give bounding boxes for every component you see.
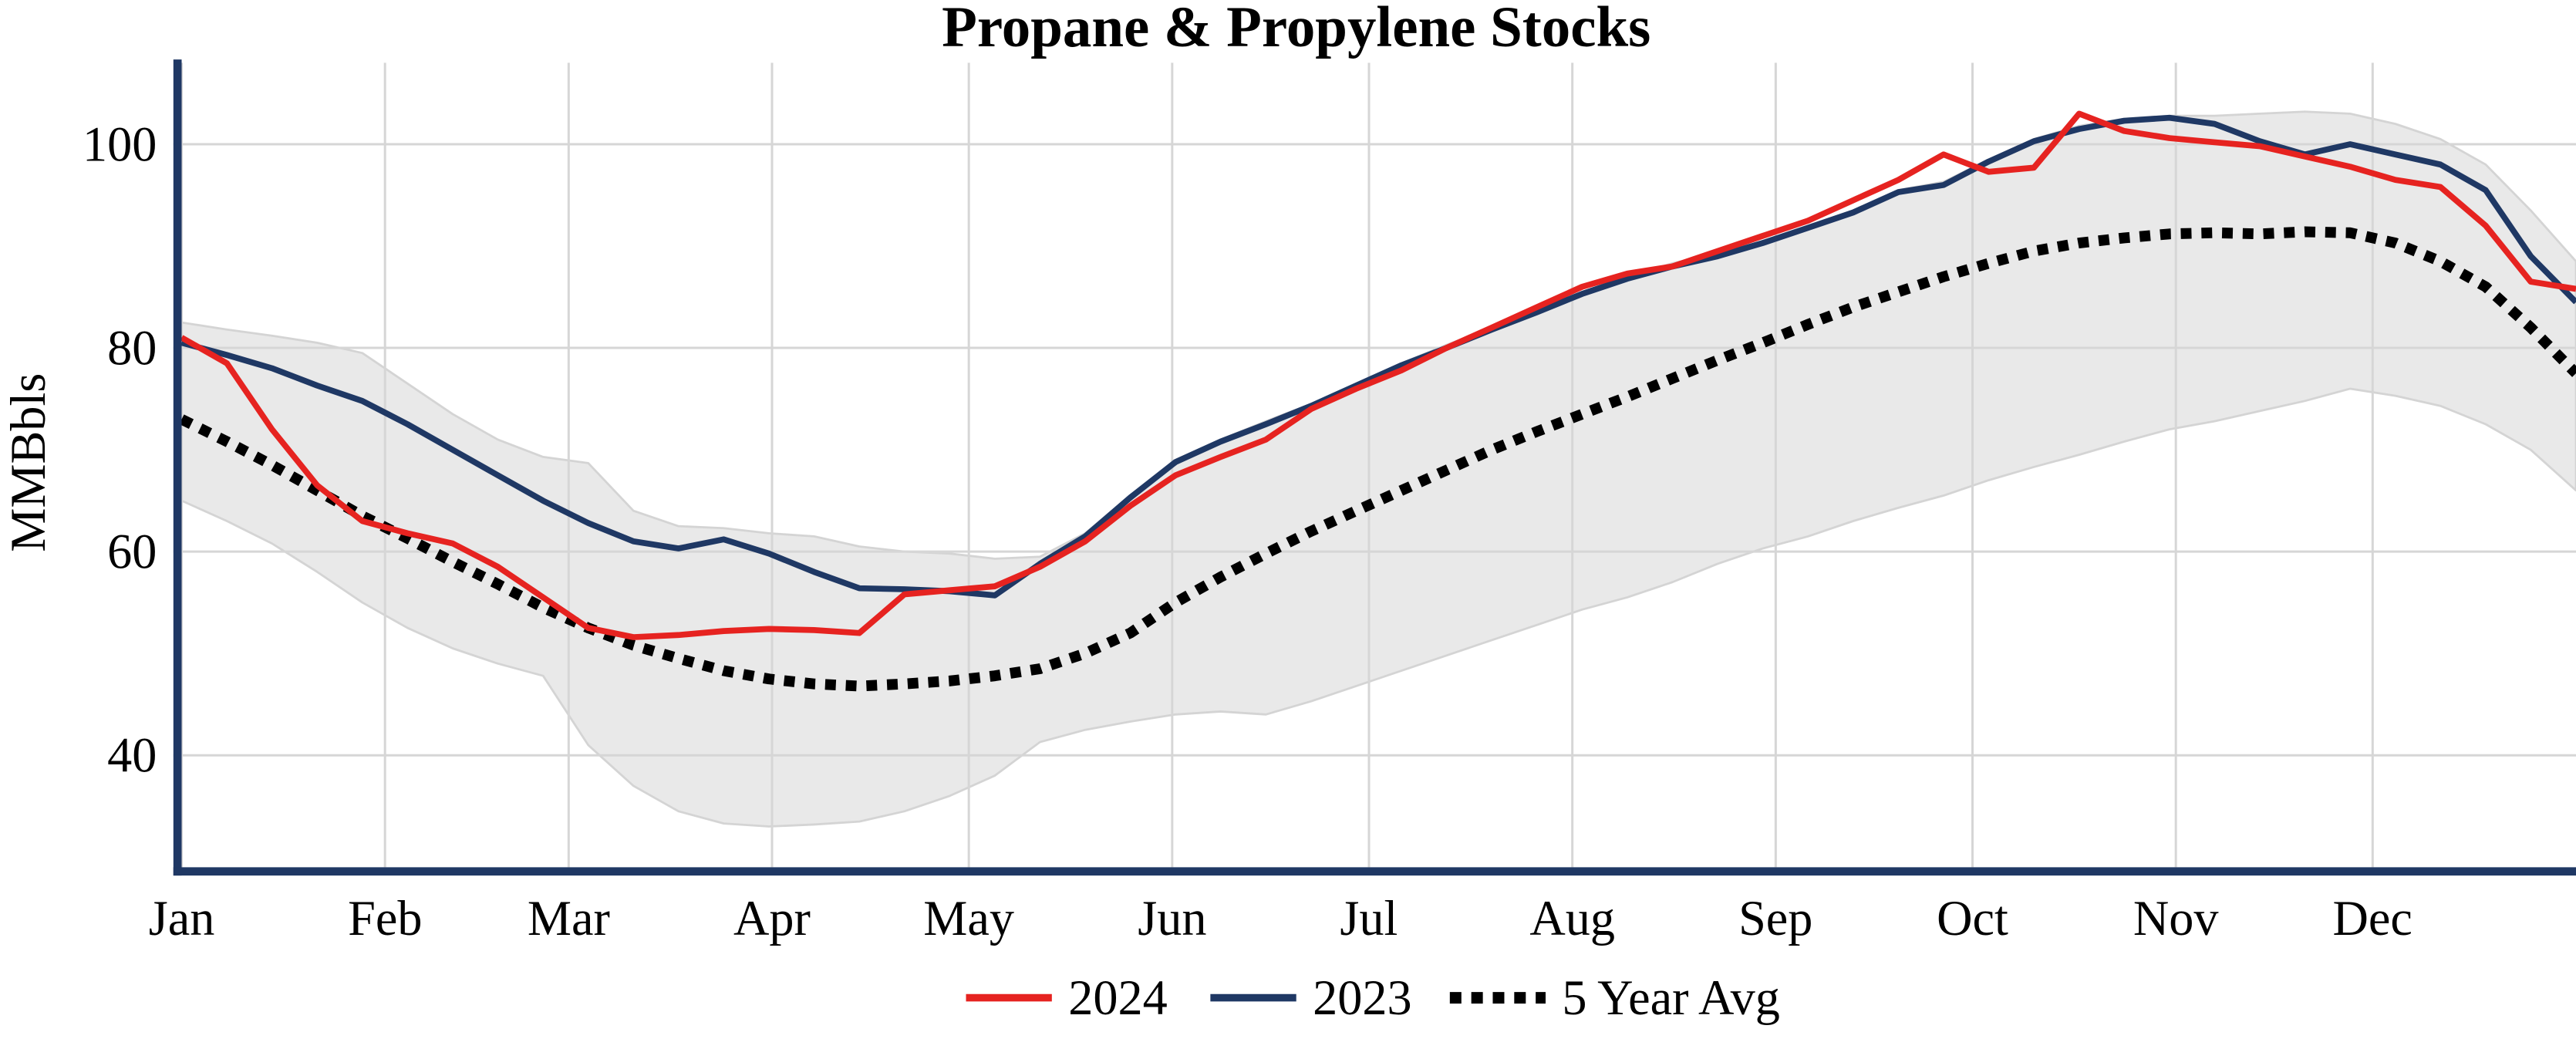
legend: 2024 2023 5 Year Avg bbox=[966, 970, 1780, 1025]
x-tick-label: Apr bbox=[733, 891, 811, 946]
legend-label-2023: 2023 bbox=[1313, 970, 1411, 1025]
y-axis-label: MMBbls bbox=[1, 373, 56, 552]
x-tick-label: Nov bbox=[2133, 891, 2219, 946]
x-tick-label: Oct bbox=[1937, 891, 2008, 946]
series-line-2023 bbox=[180, 114, 2576, 599]
five-year-range-band bbox=[180, 110, 2576, 828]
chart-title: Propane & Propylene Stocks bbox=[942, 0, 1650, 59]
legend-label-2024: 2024 bbox=[1068, 970, 1167, 1025]
plot-area: 40 60 80 100 Jan Feb Mar Apr May Jun Jul Aug Sep Oct N… bbox=[83, 59, 2576, 946]
x-tick-label: May bbox=[923, 891, 1014, 946]
x-tick-label: Jun bbox=[1138, 891, 1206, 946]
x-tick-label: Aug bbox=[1529, 891, 1615, 946]
legend-label-5-year-avg: 5 Year Avg bbox=[1562, 970, 1779, 1025]
y-tick-label: 60 bbox=[107, 524, 157, 579]
x-tick-label: Dec bbox=[2333, 891, 2412, 946]
y-tick-label: 40 bbox=[107, 728, 157, 783]
y-tick-label: 80 bbox=[107, 320, 157, 375]
x-tick-label: Jul bbox=[1340, 891, 1398, 946]
series-line-2024 bbox=[180, 110, 2576, 640]
x-tick-label: Jan bbox=[149, 891, 215, 946]
x-tick-label: Sep bbox=[1738, 891, 1812, 946]
x-tick-label: Feb bbox=[348, 891, 422, 946]
x-tick-label: Mar bbox=[528, 891, 610, 946]
y-tick-label: 100 bbox=[83, 116, 157, 171]
